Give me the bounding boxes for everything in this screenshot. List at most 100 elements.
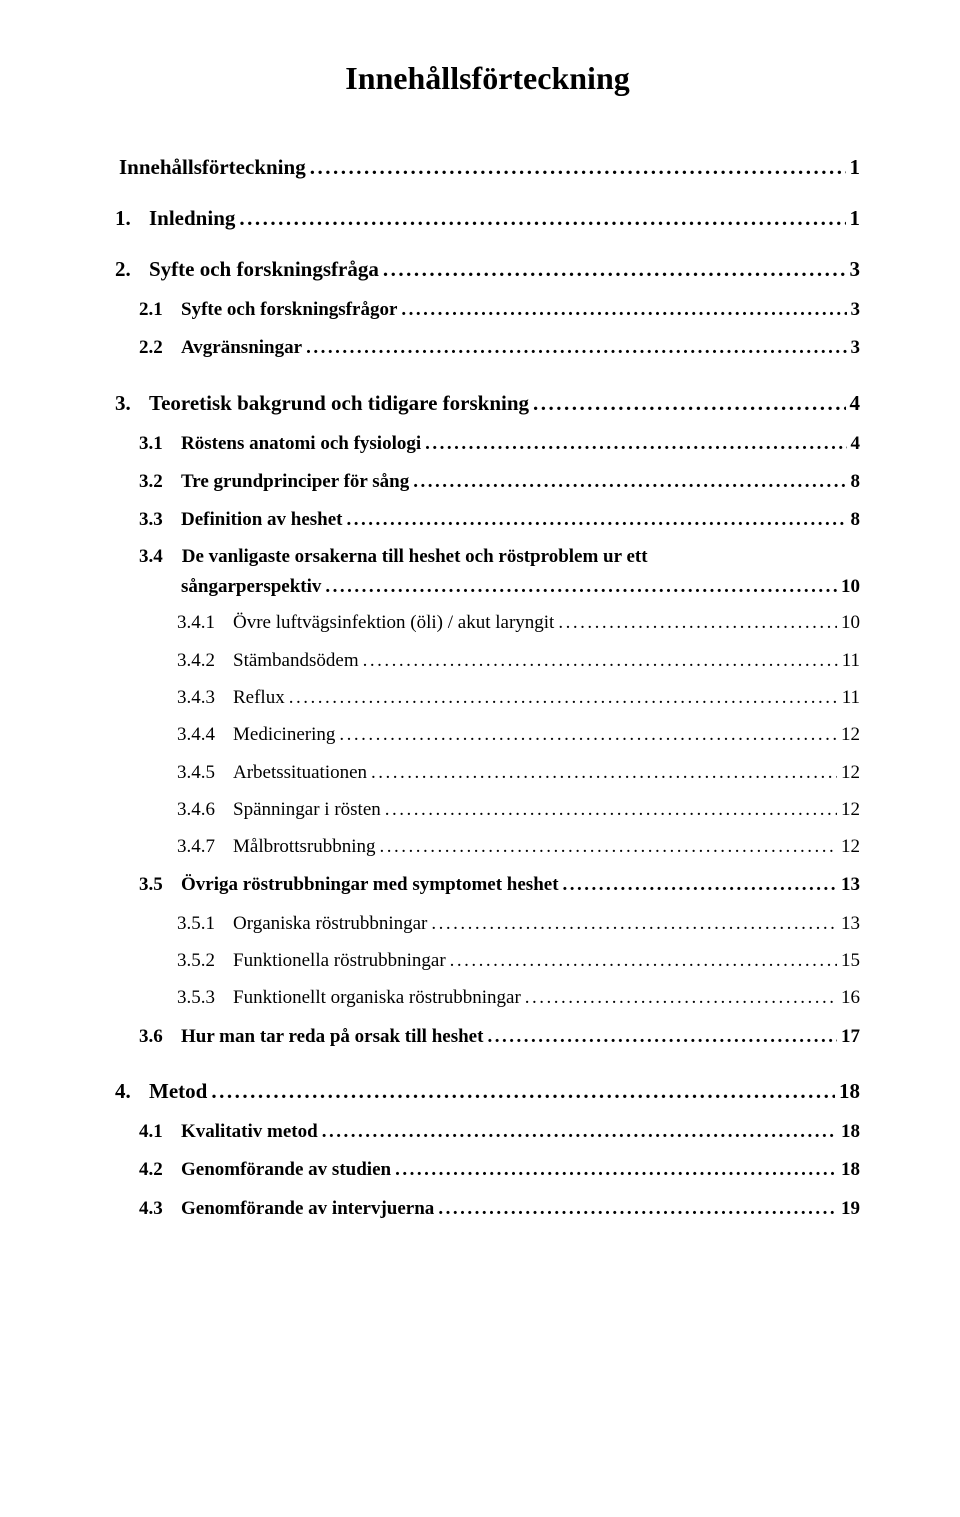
toc-number: 1.	[115, 206, 145, 231]
toc-number: 3.	[115, 391, 145, 416]
toc-number: 3.4.6	[177, 794, 229, 826]
toc-leader	[559, 869, 837, 901]
toc-leader	[421, 428, 846, 460]
toc-entry: 3.4.1Övre luftvägsinfektion (öli) / akut…	[177, 607, 860, 639]
toc-leader	[434, 1193, 837, 1225]
toc-page: 18	[835, 1079, 860, 1104]
toc-entry: 3.4.7Målbrottsrubbning12	[177, 831, 860, 863]
toc-label: Funktionella röstrubbningar	[229, 945, 446, 977]
toc-label: Hur man tar reda på orsak till heshet	[177, 1021, 483, 1053]
toc-leader	[343, 504, 847, 536]
toc-number: 4.3	[139, 1193, 177, 1225]
toc-number: 3.4.5	[177, 757, 229, 789]
toc-leader	[302, 332, 846, 364]
toc-entry: 3.1Röstens anatomi och fysiologi4	[139, 428, 860, 460]
toc-leader	[376, 831, 838, 863]
toc-leader	[321, 572, 837, 601]
toc-page: 3	[846, 257, 861, 282]
toc-label: Innehållsförteckning	[115, 155, 306, 180]
toc-page: 11	[838, 682, 860, 714]
toc-label: Målbrottsrubbning	[229, 831, 376, 863]
toc-number: 3.5.1	[177, 908, 229, 940]
toc-entry: 3.4.2Stämbandsödem 11	[177, 645, 860, 677]
toc-leader	[318, 1116, 837, 1148]
toc-number: 3.1	[139, 428, 177, 460]
toc-entry: Innehållsförteckning1	[115, 155, 860, 180]
toc-page: 17	[837, 1021, 860, 1053]
toc-entry: 3.4.4Medicinering 12	[177, 719, 860, 751]
toc-number: 4.2	[139, 1154, 177, 1186]
toc-number: 3.4.2	[177, 645, 229, 677]
toc-label: De vanligaste orsakerna till heshet och …	[182, 546, 648, 567]
toc-entry: 2.Syfte och forskningsfråga 3	[115, 257, 860, 282]
toc-page: 16	[837, 982, 860, 1014]
toc-label: Genomförande av studien	[177, 1154, 391, 1186]
toc-entry: 4.Metod 18	[115, 1079, 860, 1104]
toc-number: 3.3	[139, 504, 177, 536]
toc-label: Inledning	[145, 206, 235, 231]
toc-label: Kvalitativ metod	[177, 1116, 318, 1148]
toc-number: 3.5	[139, 869, 177, 901]
toc-page: 3	[847, 332, 861, 364]
toc-leader	[427, 908, 837, 940]
toc-page: 15	[837, 945, 860, 977]
toc-page: 11	[838, 645, 860, 677]
toc-leader	[359, 645, 838, 677]
toc-entry: 3.5.3Funktionellt organiska röstrubbning…	[177, 982, 860, 1014]
toc-page: 4	[846, 391, 861, 416]
toc-label: Tre grundprinciper för sång	[177, 466, 409, 498]
toc-leader	[335, 719, 837, 751]
toc-number: 2.1	[139, 294, 177, 326]
toc-label: Stämbandsödem	[229, 645, 359, 677]
toc-label: Övriga röstrubbningar med symptomet hesh…	[177, 869, 559, 901]
toc-label: Medicinering	[229, 719, 335, 751]
toc-number: 3.5.2	[177, 945, 229, 977]
toc-label: Metod	[145, 1079, 207, 1104]
toc-entry: 2.2Avgränsningar3	[139, 332, 860, 364]
toc-page: 12	[837, 794, 860, 826]
toc-number: 3.4.1	[177, 607, 229, 639]
toc-page: 10	[837, 607, 860, 639]
toc-leader	[367, 757, 837, 789]
toc-page: 13	[837, 869, 860, 901]
toc-number: 3.4.4	[177, 719, 229, 751]
toc-number: 3.4	[139, 542, 177, 571]
toc-entry: 3.6Hur man tar reda på orsak till heshet…	[139, 1021, 860, 1053]
toc-entry: 3.4.6Spänningar i rösten12	[177, 794, 860, 826]
toc-page: 1	[846, 206, 861, 231]
toc-number: 2.	[115, 257, 145, 282]
toc-leader	[391, 1154, 837, 1186]
toc-leader	[554, 607, 837, 639]
table-of-contents: Innehållsförteckning1 1.Inledning 1 2.Syfte…	[115, 155, 860, 1225]
toc-page: 8	[847, 504, 861, 536]
toc-page: 12	[837, 831, 860, 863]
toc-number: 4.	[115, 1079, 145, 1104]
toc-number: 3.5.3	[177, 982, 229, 1014]
toc-leader	[483, 1021, 837, 1053]
toc-label: Organiska röstrubbningar	[229, 908, 427, 940]
toc-leader	[409, 466, 846, 498]
toc-entry: 3.Teoretisk bakgrund och tidigare forskn…	[115, 391, 860, 416]
toc-entry: 4.1Kvalitativ metod18	[139, 1116, 860, 1148]
toc-label: Arbetssituationen	[229, 757, 367, 789]
doc-title: Innehållsförteckning	[115, 60, 860, 97]
toc-leader	[306, 155, 846, 180]
toc-entry: 3.2Tre grundprinciper för sång8	[139, 466, 860, 498]
toc-label: Definition av heshet	[177, 504, 343, 536]
toc-page: 19	[837, 1193, 860, 1225]
toc-page: 10	[837, 572, 860, 601]
toc-entry: 3.4.5Arbetssituationen 12	[177, 757, 860, 789]
toc-entry: 3.4 De vanligaste orsakerna till heshet …	[139, 542, 860, 601]
toc-label: Syfte och forskningsfråga	[145, 257, 379, 282]
toc-leader	[235, 206, 845, 231]
toc-leader	[381, 794, 837, 826]
toc-page: 12	[837, 719, 860, 751]
toc-number: 3.2	[139, 466, 177, 498]
toc-entry: 3.5.1Organiska röstrubbningar13	[177, 908, 860, 940]
toc-leader	[446, 945, 837, 977]
toc-entry: 3.5Övriga röstrubbningar med symptomet h…	[139, 869, 860, 901]
toc-label: Teoretisk bakgrund och tidigare forsknin…	[145, 391, 529, 416]
toc-number: 3.4.3	[177, 682, 229, 714]
toc-page: 12	[837, 757, 860, 789]
toc-page: 3	[847, 294, 861, 326]
